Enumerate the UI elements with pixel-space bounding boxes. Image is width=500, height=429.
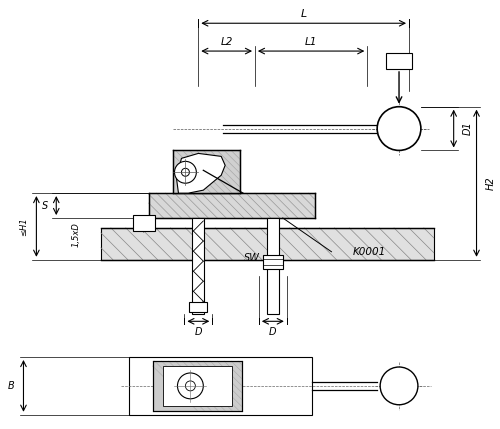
Polygon shape [133, 215, 154, 231]
Polygon shape [192, 218, 204, 314]
Polygon shape [148, 193, 314, 218]
Text: H2: H2 [486, 176, 496, 190]
Text: F: F [141, 218, 146, 228]
Text: S: S [42, 201, 48, 211]
Text: $F_H$: $F_H$ [393, 54, 406, 68]
Circle shape [178, 373, 204, 399]
Polygon shape [152, 361, 242, 411]
Polygon shape [263, 255, 283, 269]
Polygon shape [176, 154, 225, 193]
Text: B: B [8, 381, 14, 391]
Polygon shape [190, 302, 208, 312]
Text: L2: L2 [220, 37, 233, 47]
Text: ≤H1: ≤H1 [20, 217, 28, 236]
Text: L: L [300, 9, 307, 19]
Polygon shape [174, 151, 240, 193]
Text: D1: D1 [462, 122, 472, 136]
Polygon shape [386, 53, 412, 69]
Polygon shape [101, 228, 434, 260]
Circle shape [174, 161, 197, 183]
Circle shape [377, 107, 421, 151]
Text: L1: L1 [305, 37, 318, 47]
Polygon shape [162, 366, 232, 406]
Text: SW: SW [244, 253, 260, 263]
Circle shape [380, 367, 418, 405]
Text: 1,5xD: 1,5xD [72, 222, 80, 247]
Text: D: D [194, 327, 202, 337]
Text: K0001: K0001 [352, 247, 386, 257]
Polygon shape [267, 218, 279, 314]
Text: D: D [269, 327, 276, 337]
